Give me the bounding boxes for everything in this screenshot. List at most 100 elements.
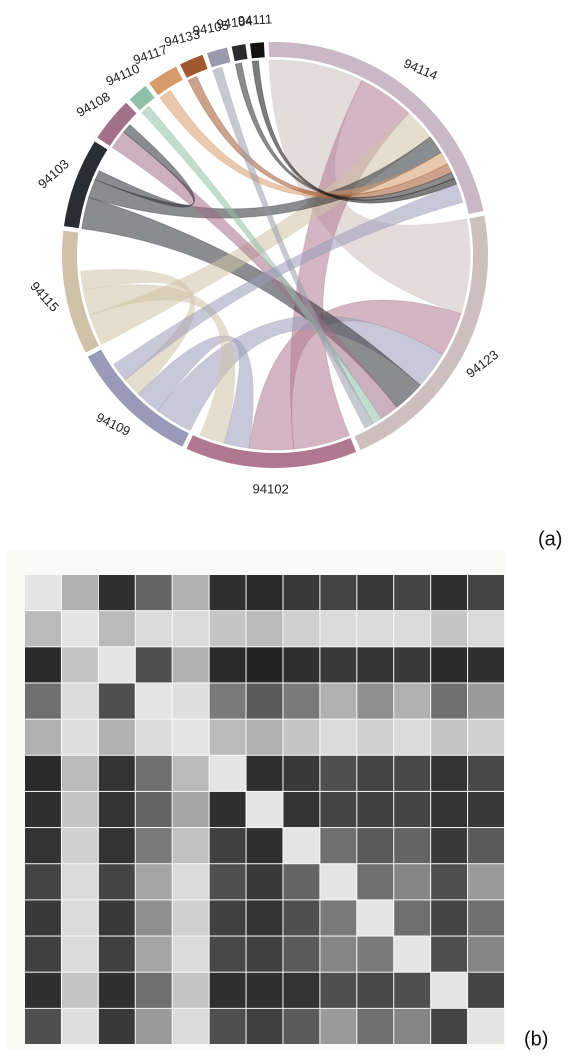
heatmap-cell [61, 683, 98, 719]
chord [187, 75, 453, 200]
heatmap-cell [61, 791, 98, 828]
heatmap-cell [431, 647, 468, 683]
heatmap-cell [246, 828, 283, 864]
heatmap-cell [135, 900, 172, 936]
group-label: 94109 [94, 409, 133, 438]
heatmap-cell [468, 575, 504, 611]
heatmap-cell [25, 575, 61, 611]
heatmap-cell [283, 755, 320, 791]
heatmap-cell [135, 647, 172, 683]
heatmap-cell [246, 791, 283, 828]
heatmap-cell [357, 719, 394, 755]
heatmap-cell [209, 719, 246, 755]
heatmap-cell [394, 611, 431, 647]
group-label: 94102 [253, 481, 289, 496]
heatmap-cell [357, 864, 394, 900]
heatmap-cell [98, 936, 135, 972]
heatmap-cell [98, 611, 135, 647]
chord [251, 60, 458, 204]
heatmap-cell [468, 683, 504, 719]
heatmap-cell [320, 791, 357, 828]
heatmap-cell [431, 864, 468, 900]
panel-label: (a) [538, 528, 562, 550]
heatmap-cell [283, 719, 320, 755]
group-arc [63, 141, 108, 229]
heatmap-cell [283, 972, 320, 1008]
heatmap-cell [320, 1008, 357, 1044]
heatmap-cell [246, 719, 283, 755]
group-label: 94115 [27, 279, 62, 315]
heatmap-cell [61, 647, 98, 683]
group-arc [61, 230, 100, 353]
heatmap-cell [357, 755, 394, 791]
heatmap-cell [283, 611, 320, 647]
heatmap-cell [431, 972, 468, 1008]
heatmap-cell [468, 1008, 504, 1044]
heatmap-cell [61, 755, 98, 791]
heatmap-cell [283, 683, 320, 719]
heatmap-cell [135, 828, 172, 864]
group-arc [180, 54, 208, 78]
heatmap-cell [209, 575, 246, 611]
heatmap-cell [357, 972, 394, 1008]
chord [94, 124, 196, 208]
heatmap-cell [61, 1008, 98, 1044]
chord [82, 284, 236, 444]
heatmap-cell [135, 755, 172, 791]
group-label: 94114 [402, 56, 440, 84]
heatmap-cell [98, 1008, 135, 1044]
heatmap-cell [135, 719, 172, 755]
chord [159, 89, 449, 198]
heatmap-cell [172, 719, 209, 755]
group-arc [129, 85, 155, 111]
heatmap-cell [357, 936, 394, 972]
heatmap-cell [209, 611, 246, 647]
heatmap-cell [431, 900, 468, 936]
heatmap-cell [209, 864, 246, 900]
heatmap-cell [61, 936, 98, 972]
heatmap-cell [468, 611, 504, 647]
heatmap-cell [172, 1008, 209, 1044]
heatmap-cell [61, 575, 98, 611]
group-arc [250, 42, 265, 59]
heatmap-cell [172, 755, 209, 791]
heatmap [25, 575, 504, 1044]
heatmap-cell [98, 864, 135, 900]
heatmap-cell [431, 936, 468, 972]
heatmap-cell [283, 900, 320, 936]
group-arc [231, 44, 248, 62]
heatmap-cell [135, 864, 172, 900]
heatmap-cell [283, 575, 320, 611]
heatmap-cell [98, 647, 135, 683]
heatmap-cell [320, 683, 357, 719]
heatmap-cell [25, 900, 61, 936]
heatmap-cell [468, 864, 504, 900]
heatmap-cell [209, 791, 246, 828]
heatmap-cell [209, 755, 246, 791]
heatmap-cell [320, 828, 357, 864]
group-label: 94117 [131, 42, 169, 68]
heatmap-cell [394, 936, 431, 972]
heatmap-cell [135, 791, 172, 828]
heatmap-cell [320, 611, 357, 647]
heatmap-cell [431, 755, 468, 791]
heatmap-cell [135, 1008, 172, 1044]
heatmap-cell [25, 719, 61, 755]
heatmap-cell [25, 683, 61, 719]
heatmap-cell [431, 683, 468, 719]
heatmap-cell [209, 936, 246, 972]
heatmap-cell [246, 900, 283, 936]
panel-label: (b) [524, 1028, 548, 1050]
heatmap-cell [246, 1008, 283, 1044]
heatmap-cell [61, 864, 98, 900]
heatmap-cell [468, 791, 504, 828]
heatmap-cell [394, 575, 431, 611]
heatmap-cell [394, 791, 431, 828]
heatmap-cell [246, 575, 283, 611]
heatmap-cell [246, 755, 283, 791]
group-arc [268, 42, 484, 215]
heatmap-cell [61, 900, 98, 936]
heatmap-cell [468, 828, 504, 864]
heatmap-cell [135, 936, 172, 972]
heatmap-cell [468, 755, 504, 791]
